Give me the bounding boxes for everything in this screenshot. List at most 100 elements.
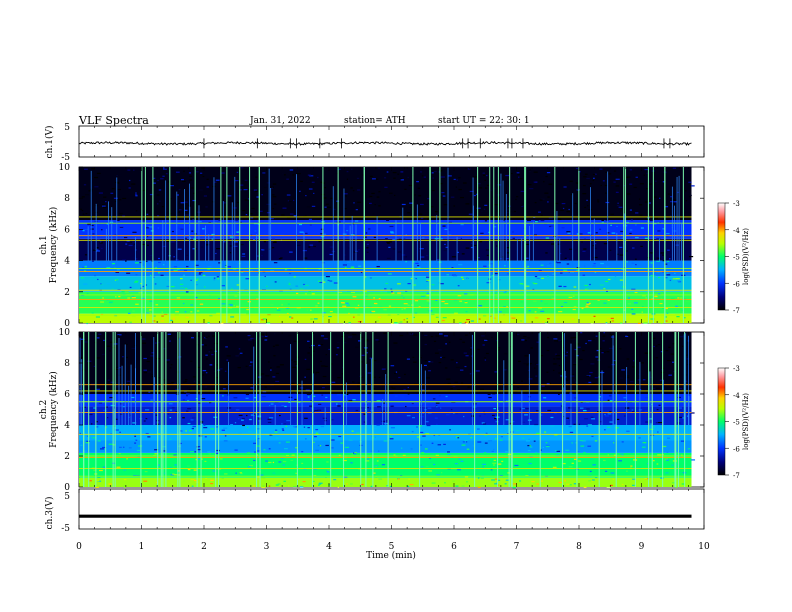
speckle [336, 221, 341, 223]
speckle [420, 295, 426, 298]
speckle [605, 266, 609, 268]
speckle [649, 376, 653, 378]
speckle [386, 241, 390, 243]
speckle [274, 333, 276, 335]
speckle [527, 419, 532, 421]
spec-ylabel: ch.2 [39, 400, 49, 419]
speckle [245, 365, 248, 367]
speckle [385, 420, 388, 422]
speckle [225, 265, 227, 267]
speckle [558, 364, 561, 367]
speckle [288, 401, 291, 403]
speckle [85, 194, 90, 196]
speckle [478, 305, 483, 307]
speckle [153, 182, 156, 184]
speckle [646, 172, 650, 174]
speckle [325, 396, 328, 399]
speckle [340, 442, 343, 444]
speckle [293, 276, 296, 278]
speckle [416, 426, 418, 428]
speckle [329, 253, 333, 256]
speckle [511, 381, 515, 383]
speckle [632, 410, 635, 413]
speckle [667, 437, 671, 439]
speckle [488, 440, 493, 442]
speckle [435, 299, 438, 301]
speckle [564, 386, 567, 388]
speckle [222, 395, 224, 397]
speckle [167, 280, 171, 282]
speckle [467, 168, 471, 170]
speckle [130, 293, 133, 296]
speckle [621, 242, 624, 245]
speckle [343, 322, 345, 324]
speckle [540, 198, 545, 200]
speckle [157, 464, 160, 466]
speckle [256, 428, 261, 430]
speckle [192, 248, 196, 250]
speckle [126, 380, 131, 382]
speckle [541, 385, 545, 387]
speckle [592, 382, 596, 385]
speckle [375, 178, 379, 180]
speckle [581, 241, 583, 243]
speckle [428, 361, 431, 363]
speckle [366, 251, 369, 253]
speckle [361, 376, 364, 378]
speckle [146, 213, 149, 215]
speckle [555, 243, 558, 245]
speckle [297, 478, 299, 481]
speckle [322, 197, 327, 199]
speckle [350, 266, 355, 268]
speckle [495, 389, 499, 391]
speckle [605, 219, 609, 221]
speckle [485, 187, 488, 189]
speckle [197, 366, 201, 368]
speckle [426, 424, 431, 427]
speckle [214, 259, 216, 261]
speckle [598, 421, 602, 423]
speckle [558, 481, 562, 484]
speckle [317, 346, 321, 348]
speckle [547, 336, 549, 339]
speckle [210, 482, 214, 485]
speckle [295, 472, 297, 474]
speckle [630, 451, 634, 454]
speckle [677, 175, 682, 177]
speckle [671, 482, 676, 484]
speckle [481, 210, 483, 212]
speckle [662, 181, 666, 183]
speckle [394, 322, 397, 324]
speckle [376, 196, 380, 198]
speckle [357, 340, 361, 342]
speckle [286, 307, 290, 309]
speckle [477, 256, 480, 259]
speckle [241, 271, 244, 273]
speckle [472, 445, 475, 447]
speckle [531, 481, 535, 483]
speckle [528, 438, 530, 440]
speckle [413, 284, 417, 286]
speckle [507, 433, 509, 435]
speckle [512, 486, 516, 489]
speckle [484, 359, 487, 361]
speckle [365, 276, 367, 278]
speckle [256, 255, 259, 257]
speckle [212, 437, 215, 439]
speckle [122, 446, 125, 448]
speckle [203, 427, 208, 429]
speckle [405, 234, 407, 236]
speckle [197, 458, 201, 460]
speckle [123, 236, 128, 239]
speckle [147, 167, 152, 169]
speckle [366, 293, 369, 296]
speckle [81, 209, 84, 212]
speckle [384, 186, 388, 188]
speckle [527, 184, 532, 186]
speckle [372, 213, 375, 215]
speckle [637, 379, 641, 381]
speckle [270, 186, 274, 188]
speckle [588, 480, 592, 482]
speckle [481, 422, 485, 424]
speckle [400, 294, 403, 297]
